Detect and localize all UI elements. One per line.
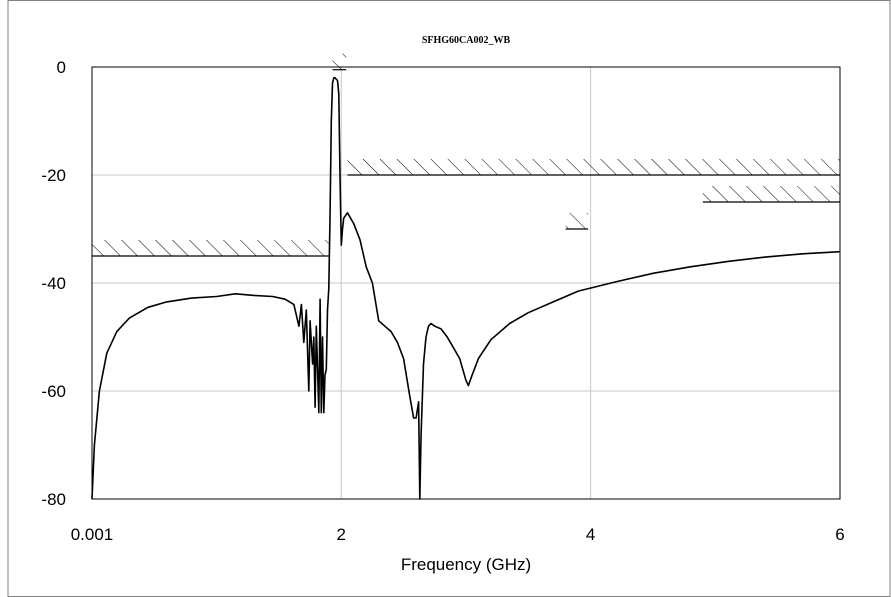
x-tick-label: 6 [835,525,844,544]
mask-hatch [702,186,840,202]
series-line-1 [91,77,841,500]
mask-hatch [92,240,329,256]
outer-frame [7,0,891,597]
x-tick-label: 2 [337,525,346,544]
y-tick-label: 0 [57,58,66,77]
series-layer [91,77,841,500]
x-axis-title: Frequency (GHz) [401,555,531,574]
chart-title: SFHG60CA002_WB [422,35,511,46]
mask-regions [92,53,840,257]
plot-area-border [91,66,841,500]
y-tick-label: -80 [41,490,66,509]
y-tick-label: -20 [41,166,66,185]
y-axis-ticks: 0 -20 -40 -60 -80 [41,58,66,509]
mask-hatch [565,213,589,229]
y-tick-label: -40 [41,274,66,293]
x-tick-label: 4 [586,525,595,544]
x-axis-ticks: 0.001 2 4 6 [71,525,845,544]
mask-hatch [347,159,840,175]
x-tick-label: 0.001 [71,525,114,544]
y-tick-label: -60 [41,382,66,401]
mask-hatch [332,53,347,70]
